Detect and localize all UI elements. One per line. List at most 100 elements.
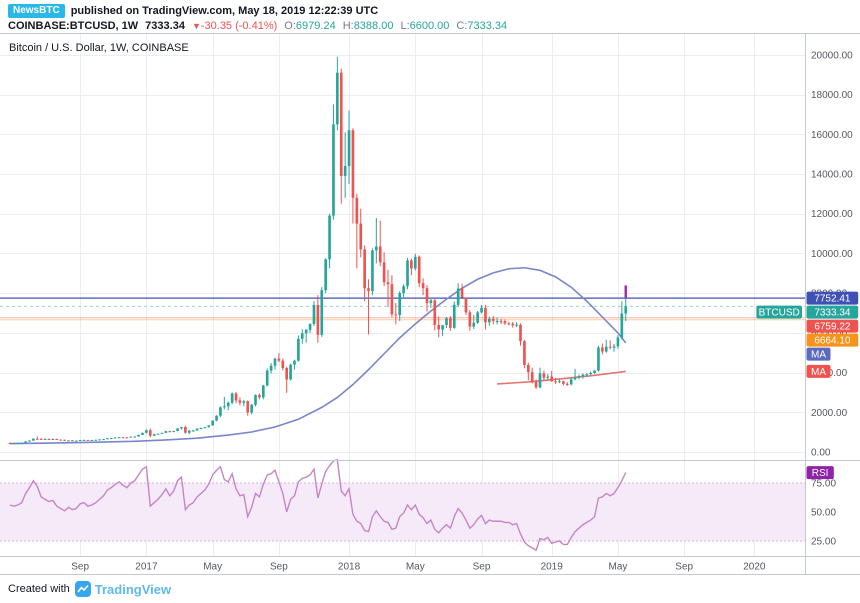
- candle: [433, 300, 437, 325]
- candle: [141, 432, 144, 435]
- candle: [156, 433, 160, 435]
- svg-text:25.00: 25.00: [811, 536, 836, 547]
- candle: [74, 440, 78, 442]
- newsbtc-badge[interactable]: NewsBTC: [8, 3, 65, 18]
- candle: [577, 376, 581, 378]
- svg-text:7752.41: 7752.41: [814, 294, 851, 305]
- candle: [12, 443, 16, 445]
- candle: [176, 428, 179, 431]
- candle: [546, 376, 550, 378]
- candle: [562, 381, 565, 384]
- candle: [281, 360, 285, 369]
- quote-row: COINBASE:BTCUSD, 1W 7333.34 ▼-30.35 (-0.…: [8, 19, 507, 33]
- chart-area[interactable]: Bitcoin / U.S. Dollar, 1W, COINBASE 0.00…: [0, 33, 860, 575]
- svg-text:75.00: 75.00: [811, 479, 836, 490]
- candle: [519, 324, 522, 342]
- svg-text:Sep: Sep: [473, 562, 491, 573]
- candle: [121, 437, 125, 439]
- candle: [468, 312, 472, 327]
- tradingview-icon: [74, 581, 91, 597]
- candle: [195, 428, 199, 431]
- candle: [211, 420, 214, 426]
- candle: [316, 305, 320, 335]
- candle: [71, 440, 74, 442]
- candle: [441, 325, 444, 330]
- candle: [106, 438, 109, 440]
- candle: [82, 439, 86, 441]
- candle: [246, 401, 250, 413]
- rsi-badge: RSI: [806, 466, 834, 480]
- candle: [371, 250, 374, 292]
- ma-lines: [9, 266, 627, 445]
- candle: [102, 439, 105, 441]
- ohlc-open: O:6979.24: [284, 20, 335, 32]
- candle: [437, 324, 441, 330]
- candle: [367, 288, 370, 292]
- candle: [425, 288, 429, 304]
- price-axis-badge: 6664.10: [806, 333, 859, 347]
- candle: [242, 401, 246, 403]
- svg-text:10000.00: 10000.00: [811, 249, 853, 260]
- candle: [308, 323, 312, 330]
- candle: [113, 437, 117, 439]
- price-axis-badge: 7333.34: [806, 305, 859, 319]
- candle: [234, 393, 238, 401]
- candle: [98, 439, 101, 441]
- candle: [78, 440, 82, 442]
- candle: [499, 320, 503, 322]
- svg-text:2019: 2019: [541, 562, 564, 573]
- svg-text:6664.10: 6664.10: [814, 336, 851, 347]
- candle: [375, 246, 378, 251]
- candle: [47, 438, 51, 440]
- ma-blue-line: [9, 266, 627, 445]
- candle: [359, 223, 363, 250]
- time-axis[interactable]: Sep 2017 May Sep 2018 May Sep 2019 May Sep 2020: [71, 562, 766, 573]
- high-label: H:: [342, 20, 354, 32]
- candle: [152, 434, 156, 436]
- svg-text:7333.34: 7333.34: [814, 308, 851, 319]
- created-with-text: Created with: [8, 583, 70, 595]
- candle: [90, 439, 94, 441]
- candle: [191, 430, 195, 432]
- candle: [332, 124, 335, 216]
- tradingview-logo[interactable]: TradingView: [74, 581, 171, 597]
- candle: [394, 314, 398, 316]
- candle: [304, 329, 308, 334]
- candle: [32, 438, 35, 441]
- candle: [238, 400, 242, 403]
- ohlc-low: L:6600.00: [400, 20, 449, 32]
- footer: Created with TradingView: [0, 575, 860, 603]
- candle: [117, 437, 121, 439]
- candle: [343, 166, 347, 176]
- candle: [534, 381, 538, 388]
- candle: [456, 288, 460, 305]
- svg-text:MA: MA: [811, 367, 826, 378]
- candle: [145, 430, 148, 433]
- candle: [511, 323, 515, 326]
- candle: [312, 305, 316, 324]
- published-text: published on TradingView.com, May 18, 20…: [70, 4, 379, 17]
- candle: [589, 372, 592, 375]
- candle: [464, 297, 468, 313]
- candle: [363, 249, 366, 289]
- candle: [226, 402, 230, 407]
- candle: [390, 284, 394, 315]
- candle: [585, 374, 589, 376]
- candle: [503, 321, 507, 324]
- svg-text:May: May: [608, 562, 627, 573]
- candle: [59, 439, 62, 441]
- candle: [530, 372, 534, 382]
- publish-info-row: NewsBTC published on TradingView.com, Ma…: [8, 3, 378, 18]
- candle: [250, 404, 253, 413]
- candle: [480, 307, 483, 313]
- rsi-band: [0, 482, 805, 542]
- candle: [133, 436, 137, 438]
- candle: [336, 72, 339, 125]
- candle: [8, 443, 12, 445]
- chart-canvas[interactable]: 0.002000.004000.006000.008000.0010000.00…: [0, 33, 860, 575]
- close-label: C:: [456, 20, 468, 32]
- candle: [269, 365, 273, 371]
- candle: [601, 347, 604, 352]
- candle: [24, 441, 27, 443]
